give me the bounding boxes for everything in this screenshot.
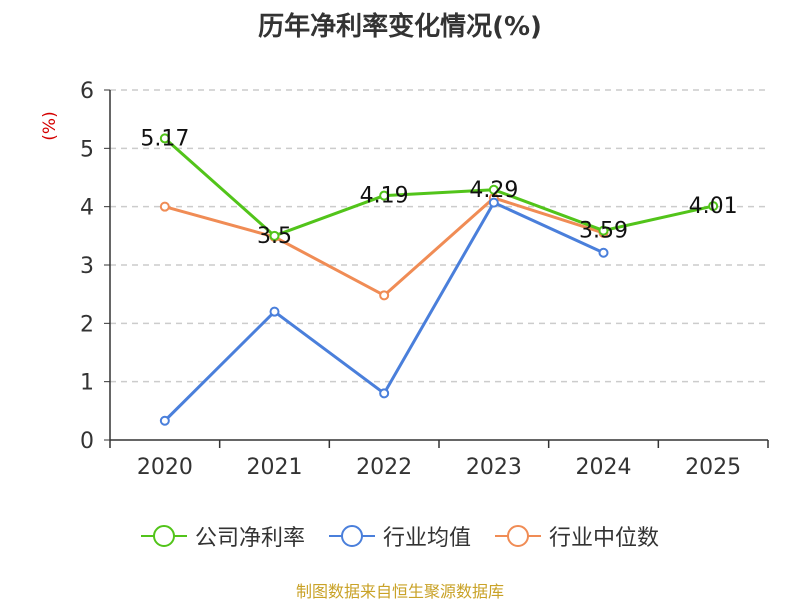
data-label: 4.01 bbox=[689, 194, 738, 219]
data-label: 3.5 bbox=[257, 224, 292, 249]
x-tick-label: 2025 bbox=[685, 455, 741, 480]
data-point bbox=[379, 290, 390, 301]
y-tick-label: 5 bbox=[80, 137, 94, 162]
legend-item[interactable]: 行业中位数 bbox=[495, 520, 659, 552]
axes: 0 1 2 3 4 5 6 2020 2021 2022 2023 2024 2025 (%) bbox=[40, 79, 769, 480]
data-point bbox=[488, 184, 499, 195]
legend-item[interactable]: 行业均值 bbox=[328, 520, 471, 552]
x-tick-label: 2020 bbox=[137, 455, 193, 480]
data-label: 5.17 bbox=[140, 126, 189, 151]
legend-label: 公司净利率 bbox=[194, 526, 305, 551]
x-tick-label: 2021 bbox=[247, 455, 303, 480]
data-labels: 5.17 3.5 4.19 4.29 3.59 4.01 bbox=[140, 126, 737, 248]
series-line bbox=[164, 196, 604, 297]
data-point bbox=[379, 388, 390, 399]
legend-label: 行业中位数 bbox=[549, 526, 660, 551]
series-line bbox=[163, 201, 605, 422]
data-point bbox=[159, 201, 170, 212]
data-point bbox=[269, 230, 280, 241]
legend-marker-icon bbox=[328, 524, 375, 548]
data-label: 3.59 bbox=[579, 219, 628, 244]
data-point bbox=[598, 225, 609, 236]
data-label: 4.19 bbox=[360, 184, 409, 209]
x-tick-label: 2022 bbox=[356, 455, 412, 480]
data-point bbox=[159, 133, 170, 144]
data-point bbox=[708, 201, 719, 212]
legend-label: 行业均值 bbox=[382, 526, 471, 551]
data-point bbox=[488, 197, 499, 208]
data-point bbox=[159, 415, 170, 426]
legend-marker-icon bbox=[495, 524, 541, 548]
y-tick-label: 2 bbox=[80, 312, 94, 337]
data-label: 4.29 bbox=[469, 178, 518, 203]
legend: 公司净利率 行业均值 行业中位数 bbox=[0, 518, 800, 554]
chart-title: 历年净利率变化情况(%) bbox=[258, 12, 542, 42]
series-line bbox=[163, 137, 714, 238]
grid-lines bbox=[110, 89, 768, 383]
y-axis-label: (%) bbox=[40, 111, 60, 140]
series-lines bbox=[159, 133, 719, 426]
x-tick-label: 2023 bbox=[466, 455, 522, 480]
y-tick-label: 6 bbox=[80, 79, 94, 104]
source-note: 制图数据来自恒生聚源数据库 bbox=[295, 582, 504, 601]
series-2 bbox=[159, 192, 609, 301]
y-tick-label: 4 bbox=[80, 196, 94, 221]
x-tick-label: 2024 bbox=[576, 455, 632, 480]
y-tick-label: 0 bbox=[80, 429, 94, 454]
legend-item[interactable]: 公司净利率 bbox=[140, 520, 305, 552]
series-0 bbox=[159, 133, 719, 241]
legend-marker-icon bbox=[140, 524, 187, 548]
series-1 bbox=[159, 197, 609, 426]
data-point bbox=[269, 306, 280, 317]
data-point bbox=[598, 247, 609, 258]
y-tick-label: 1 bbox=[80, 371, 94, 396]
data-point bbox=[379, 190, 390, 201]
y-tick-label: 3 bbox=[80, 254, 94, 279]
